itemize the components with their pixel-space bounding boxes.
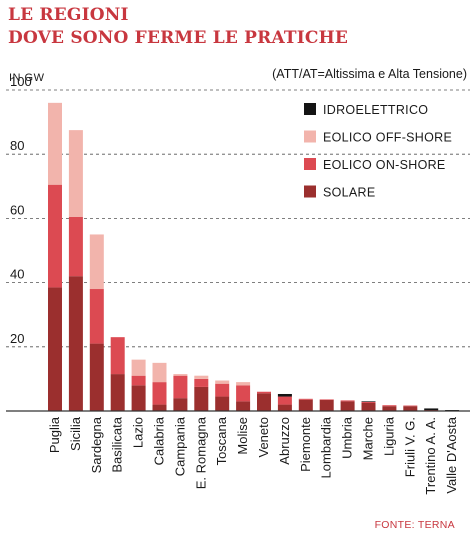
bar-eolico_onshore-3 [110, 337, 125, 375]
bar-solare-10 [257, 393, 271, 411]
legend-swatch-idroelettrico [304, 103, 316, 115]
bar-solare-14 [340, 401, 355, 411]
x-tick-label-7: E. Romagna [193, 416, 208, 489]
bar-solare-0 [48, 287, 62, 411]
x-tick-label-5: Calabria [152, 416, 167, 465]
x-tick-label-4: Lazio [131, 417, 146, 448]
x-tick-label-6: Campania [172, 416, 187, 476]
source-label: FONTE: TERNA [374, 519, 455, 531]
unit-label: IN GW [9, 72, 45, 84]
legend-swatch-eolico_onshore [304, 158, 316, 170]
bar-eolico_offshore-2 [89, 234, 104, 290]
bar-solare-15 [361, 402, 376, 411]
bar-solare-13 [319, 399, 334, 411]
bar-eolico_offshore-1 [68, 130, 83, 217]
bar-idroelettrico-11 [277, 393, 292, 397]
bar-eolico_onshore-14 [340, 400, 355, 402]
y-tick-label-40: 40 [10, 267, 24, 282]
x-tick-label-2: Sardegna [89, 416, 104, 473]
x-tick-label-11: Abruzzo [277, 417, 292, 465]
x-tick-label-9: Molise [235, 417, 250, 455]
bar-eolico_offshore-9 [236, 382, 251, 386]
bar-eolico_onshore-4 [131, 375, 146, 386]
bar-idroelettrico-19 [445, 410, 460, 411]
x-tick-label-18: Trentino A. A. [423, 417, 438, 495]
legend-swatch-solare [304, 185, 316, 198]
bar-idroelettrico-15 [361, 401, 376, 403]
bar-eolico_offshore-4 [131, 359, 146, 376]
bar-eolico_onshore-17 [403, 405, 418, 407]
bar-idroelettrico-18 [424, 408, 439, 411]
x-tick-label-16: Liguria [381, 416, 396, 456]
legend-swatch-eolico_offshore [304, 130, 316, 143]
bar-solare-16 [382, 406, 397, 411]
chart-title: LE REGIONI DOVE SONO FERME LE PRATICHE [8, 4, 348, 50]
bar-eolico_onshore-16 [382, 405, 397, 407]
y-tick-label-80: 80 [10, 138, 24, 153]
x-tick-label-17: Friuli V. G. [402, 417, 417, 477]
x-tick-label-19: Valle D'Aosta [444, 416, 459, 493]
title-line-2: DOVE SONO FERME LE PRATICHE [8, 28, 349, 48]
bar-eolico_onshore-7 [194, 378, 209, 387]
bar-eolico_offshore-5 [152, 362, 167, 383]
y-tick-label-100: 100 [10, 74, 32, 89]
legend-label-eolico_offshore: EOLICO OFF-SHORE [323, 131, 452, 145]
bar-eolico_onshore-8 [215, 383, 230, 397]
bar-eolico_onshore-10 [257, 391, 271, 394]
legend-label-idroelettrico: IDROELETTRICO [323, 103, 428, 117]
voltage-note: (ATT/AT=Altissima e Alta Tensione) [272, 67, 467, 81]
bar-eolico_onshore-6 [173, 375, 188, 399]
legend-label-solare: SOLARE [323, 186, 376, 200]
x-tick-label-13: Lombardia [319, 416, 334, 478]
bar-eolico_onshore-11 [277, 396, 292, 405]
bar-eolico_onshore-13 [319, 399, 334, 401]
bar-solare-1 [68, 276, 83, 411]
bar-solare-17 [403, 406, 418, 411]
bar-solare-4 [131, 385, 146, 411]
bar-solare-9 [236, 401, 251, 411]
legend-label-eolico_onshore: EOLICO ON-SHORE [323, 158, 446, 172]
y-tick-label-60: 60 [10, 202, 24, 217]
x-tick-label-12: Piemonte [298, 417, 313, 472]
bar-solare-5 [152, 404, 167, 411]
bar-eolico_onshore-0 [48, 184, 62, 288]
bar-eolico_onshore-2 [89, 289, 104, 344]
bar-solare-8 [215, 396, 230, 411]
bar-solare-6 [173, 398, 188, 411]
bar-solare-12 [298, 399, 313, 411]
bar-eolico_offshore-7 [194, 375, 209, 379]
x-tick-label-10: Veneto [256, 417, 271, 458]
x-tick-label-1: Sicilia [68, 416, 83, 451]
bar-eolico_onshore-9 [236, 385, 251, 402]
bar-eolico_onshore-12 [298, 398, 313, 400]
bar-solare-3 [110, 374, 125, 411]
y-tick-label-20: 20 [10, 331, 24, 346]
bar-eolico_onshore-15 [361, 402, 376, 403]
bar-eolico_offshore-0 [48, 102, 62, 185]
title-line-1: LE REGIONI [8, 5, 129, 25]
x-tick-label-8: Toscana [214, 416, 229, 465]
x-tick-label-15: Marche [361, 417, 376, 460]
bar-eolico_offshore-8 [215, 380, 230, 384]
x-tick-label-3: Basilicata [110, 416, 125, 472]
x-tick-label-14: Umbria [340, 416, 355, 459]
bar-solare-11 [277, 404, 292, 411]
bar-solare-2 [89, 343, 104, 411]
bar-eolico_onshore-5 [152, 382, 167, 405]
bar-eolico_offshore-6 [173, 374, 188, 376]
bar-solare-7 [194, 386, 209, 411]
x-tick-label-0: Puglia [47, 416, 62, 453]
bar-eolico_onshore-1 [68, 216, 83, 277]
